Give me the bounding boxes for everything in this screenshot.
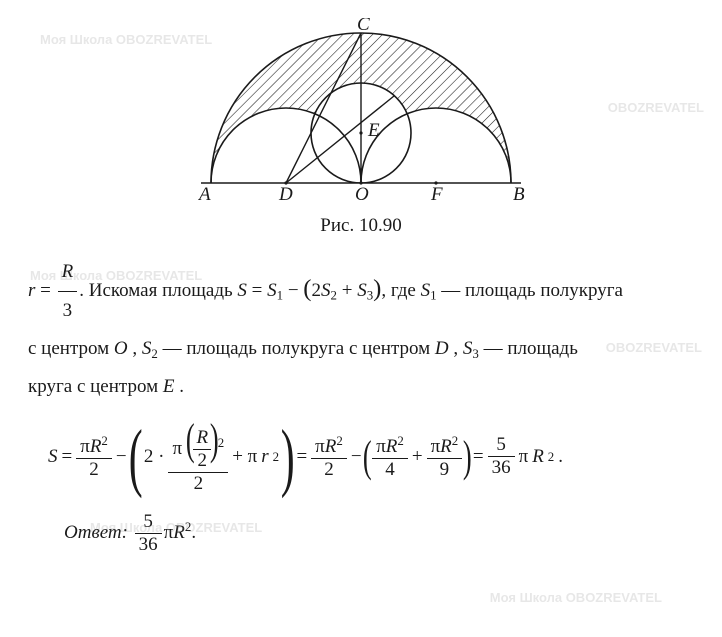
num: 5: [488, 434, 515, 456]
sq: 2: [397, 433, 403, 448]
comma: ,: [128, 338, 142, 359]
label-C: C: [357, 18, 370, 35]
eq-sign: =: [473, 446, 484, 468]
den: 4: [372, 458, 408, 481]
var-S: S: [237, 280, 247, 301]
R: R: [440, 436, 452, 457]
var-S: S: [48, 446, 58, 468]
period: .: [558, 446, 563, 468]
frac-den: 3: [58, 291, 78, 330]
text: с центром: [28, 338, 114, 359]
paren: (: [303, 275, 311, 302]
var-O: O: [114, 338, 128, 359]
R: R: [532, 446, 544, 468]
label-F: F: [430, 184, 443, 203]
var-S3: S: [357, 280, 367, 301]
eq-sign: =: [35, 280, 55, 301]
var-S2b: S: [142, 338, 152, 359]
num: 5: [135, 511, 162, 533]
var-S2: S: [321, 280, 331, 301]
comma: ,: [449, 338, 463, 359]
text: — площадь полукруга: [437, 280, 623, 301]
sq: 2: [452, 433, 458, 448]
label-O: O: [355, 184, 369, 203]
period: .: [191, 522, 196, 543]
pi: π: [519, 446, 529, 468]
R: R: [90, 436, 102, 457]
R: R: [193, 427, 211, 449]
plus-pi: + π: [232, 446, 257, 468]
equation-main: S = πR2 2 − ( 2 · π (R2)2 2 + πr2 ) = πR…: [46, 418, 694, 495]
var-S1b: S: [421, 280, 431, 301]
text: , где: [381, 280, 420, 301]
label-D: D: [278, 184, 293, 203]
text: круга с центром: [28, 376, 163, 397]
label-E: E: [367, 120, 380, 141]
label-B: B: [513, 184, 525, 203]
eq-sign: =: [247, 280, 267, 301]
figure-caption: Рис. 10.90: [28, 215, 694, 237]
sq: 2: [273, 449, 279, 465]
plus: +: [412, 446, 423, 468]
big-paren-open: (: [128, 419, 142, 495]
var-S1: S: [267, 280, 277, 301]
var-S3b: S: [463, 338, 473, 359]
sq: 2: [101, 433, 107, 448]
R: R: [325, 436, 337, 457]
minus: −: [283, 280, 303, 301]
label-A: A: [197, 184, 211, 203]
text: — площадь: [479, 338, 578, 359]
pi: π: [164, 522, 174, 543]
num: 2: [312, 280, 322, 301]
text: — площадь полукруга с центром: [158, 338, 435, 359]
den: 9: [427, 458, 463, 481]
R: R: [173, 522, 185, 543]
den: 2: [76, 458, 112, 481]
minus: −: [351, 446, 362, 468]
twodot: 2 ·: [144, 446, 165, 468]
sq: 2: [548, 449, 554, 465]
paragraph-2: с центром O , S2 — площадь полукруга с ц…: [28, 330, 694, 368]
var-E: E: [163, 376, 175, 397]
den: 36: [488, 456, 515, 479]
den: 2: [193, 449, 211, 472]
answer-line: Ответ: 5 36 πR2.: [64, 511, 694, 556]
den: 2: [168, 472, 228, 495]
den: 2: [311, 458, 347, 481]
R: R: [386, 436, 398, 457]
pi: π: [172, 438, 182, 459]
big-paren-close: ): [281, 419, 295, 495]
den: 36: [135, 533, 162, 556]
plus: +: [337, 280, 357, 301]
text: . Искомая площадь: [79, 280, 237, 301]
eq-sign: =: [62, 446, 73, 468]
var-D: D: [435, 338, 449, 359]
answer-label: Ответ:: [64, 522, 133, 543]
geometry-diagram: A B C D E F O: [161, 18, 561, 203]
minus: −: [116, 446, 127, 468]
figure: A B C D E F O: [28, 18, 694, 209]
sq: 2: [336, 433, 342, 448]
watermark: Моя Школа OBOZREVATEL: [490, 590, 662, 605]
eq-sign: =: [296, 446, 307, 468]
paragraph-1: r = R3. Искомая площадь S = S1 − (2S2 + …: [28, 253, 694, 330]
pi: π: [80, 436, 90, 457]
pi: π: [376, 436, 386, 457]
frac-num: R: [58, 253, 78, 291]
pi: π: [431, 436, 441, 457]
pi: π: [315, 436, 325, 457]
paragraph-3: круга с центром E .: [28, 368, 694, 406]
period: .: [174, 376, 184, 397]
var-r: r: [261, 446, 268, 468]
